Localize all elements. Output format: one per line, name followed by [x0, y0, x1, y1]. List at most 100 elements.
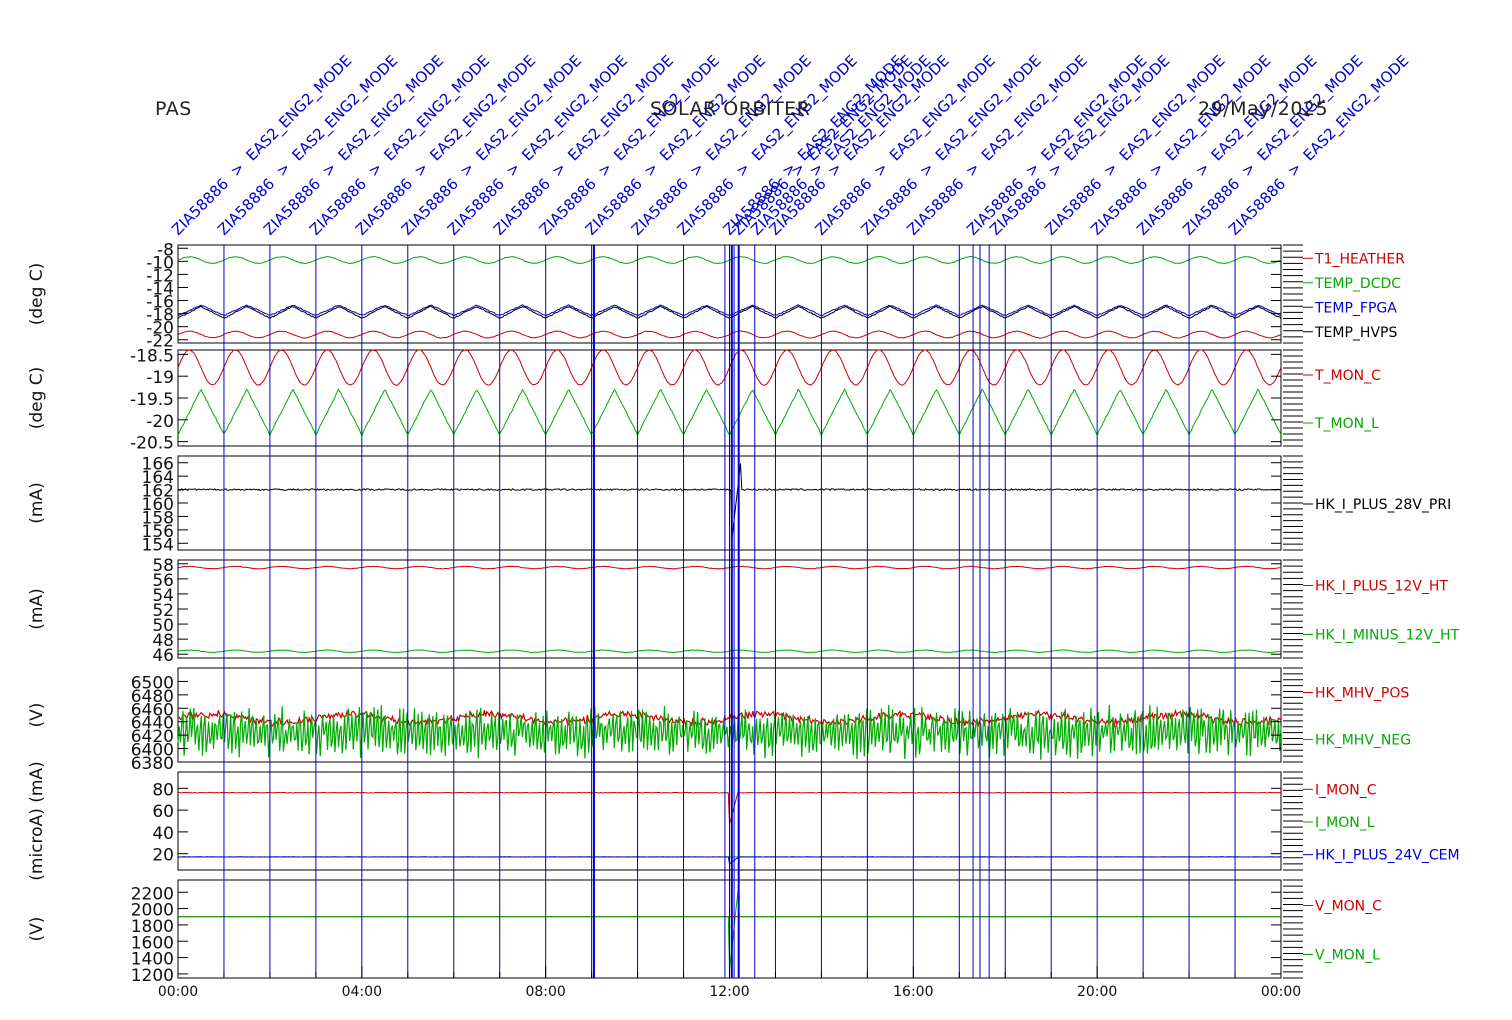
event-label-arrow: > — [1022, 159, 1044, 181]
y-tick-label: 56 — [152, 571, 174, 591]
y-axis-label: (V) — [27, 703, 47, 728]
y-axis-label: (V) — [27, 917, 47, 942]
y-tick-label: 40 — [152, 824, 174, 844]
y-tick-label: 52 — [152, 601, 174, 621]
y-tick-label: 158 — [142, 508, 174, 528]
y-tick-label: -20 — [146, 319, 174, 339]
y-tick-label: -22 — [146, 332, 174, 352]
legend-temp-fpga: TEMP_FPGA — [1314, 300, 1397, 316]
y-tick-label: 6460 — [131, 700, 174, 720]
event-label-arrow: > — [410, 159, 432, 181]
x-tick-label: 08:00 — [525, 984, 565, 1000]
legend-t-mon-l: T_MON_L — [1314, 416, 1379, 432]
y-tick-label: 54 — [152, 586, 174, 606]
event-label-arrow: > — [1192, 159, 1214, 181]
legend-hk-i-plus-12v-ht: HK_I_PLUS_12V_HT — [1315, 579, 1448, 595]
legend-temp-dcdc: TEMP_DCDC — [1314, 276, 1401, 292]
y-tick-label: 20 — [152, 846, 174, 866]
event-label-arrow: > — [686, 159, 708, 181]
mission-title: SOLAR ORBITER — [650, 98, 811, 120]
y-tick-label: -10 — [146, 253, 174, 273]
y-axis-label: (microA) (mA) — [27, 761, 47, 880]
y-tick-label: -12 — [146, 266, 174, 286]
y-axis-label: (deg C) — [27, 367, 47, 430]
y-tick-label: 6420 — [131, 727, 174, 747]
x-tick-label: 16:00 — [893, 984, 933, 1000]
legend-hk-i-plus-24v-cem: HK_I_PLUS_24V_CEM — [1315, 848, 1460, 864]
legend-v-mon-c: V_MON_C — [1315, 899, 1382, 915]
event-label-arrow: > — [273, 159, 295, 181]
legend-t1-heather: T1_HEATHER — [1314, 251, 1405, 267]
legend-hk-i-minus-12v-ht: HK_I_MINUS_12V_HT — [1315, 628, 1460, 644]
y-tick-label: -20.5 — [130, 434, 174, 454]
legend-hk-mhv-pos: HK_MHV_POS — [1315, 686, 1409, 702]
y-tick-label: 48 — [152, 631, 174, 651]
event-label-arrow: > — [1238, 159, 1260, 181]
x-tick-label: 00:00 — [158, 984, 198, 1000]
event-label-arrow: > — [732, 159, 754, 181]
y-tick-label: 58 — [152, 556, 174, 576]
y-axis-label: (deg C) — [27, 263, 47, 326]
y-tick-label: 1200 — [131, 966, 174, 986]
event-label-arrow: > — [548, 159, 570, 181]
y-tick-label: 2200 — [131, 884, 174, 904]
y-tick-label: 2000 — [131, 901, 174, 921]
event-label-arrow: > — [456, 159, 478, 181]
event-label-arrow: > — [227, 159, 249, 181]
event-label-arrow: > — [824, 159, 846, 181]
legend-hk-mhv-neg: HK_MHV_NEG — [1315, 733, 1411, 749]
y-tick-label: 160 — [142, 495, 174, 515]
y-tick-label: 6400 — [131, 741, 174, 761]
legend-i-mon-l: I_MON_L — [1315, 815, 1375, 831]
event-label-arrow: > — [870, 159, 892, 181]
x-tick-label: 12:00 — [709, 984, 749, 1000]
y-tick-label: 6480 — [131, 687, 174, 707]
event-label-arrow: > — [594, 159, 616, 181]
y-tick-label: -18 — [146, 306, 174, 326]
instrument-title: PAS — [155, 98, 192, 120]
y-tick-label: 156 — [142, 522, 174, 542]
y-tick-label: 1800 — [131, 917, 174, 937]
y-tick-label: -19 — [146, 368, 174, 388]
date-title: 29/May/2025 — [1198, 98, 1329, 120]
legend-i-mon-c: I_MON_C — [1315, 782, 1377, 798]
legend-v-mon-l: V_MON_L — [1315, 948, 1380, 964]
event-label-arrow: > — [1100, 159, 1122, 181]
event-label-arrow: > — [1284, 159, 1306, 181]
x-tick-label: 20:00 — [1077, 984, 1117, 1000]
y-tick-label: -16 — [146, 293, 174, 313]
event-label-arrow: > — [502, 159, 524, 181]
y-tick-label: -19.5 — [130, 390, 174, 410]
y-tick-label: 6500 — [131, 673, 174, 693]
x-tick-label: 00:00 — [1261, 984, 1301, 1000]
y-tick-label: 46 — [152, 646, 174, 666]
legend-temp-hvps: TEMP_HVPS — [1314, 325, 1397, 341]
event-label-arrow: > — [916, 159, 938, 181]
event-label-arrow: > — [1146, 159, 1168, 181]
event-label-arrow: > — [640, 159, 662, 181]
y-tick-label: -14 — [146, 279, 174, 299]
x-tick-label: 04:00 — [342, 984, 382, 1000]
legend-t-mon-c: T_MON_C — [1314, 368, 1381, 384]
event-markers — [223, 245, 1236, 978]
y-tick-label: 166 — [142, 455, 174, 475]
y-axis-label: (mA) — [27, 482, 47, 523]
y-axis-label: (mA) — [27, 588, 47, 629]
y-tick-label: 50 — [152, 616, 174, 636]
event-label: ZIA58886>EAS2_ENG2_MODE — [1133, 52, 1321, 240]
y-tick-label: -18.5 — [130, 346, 174, 366]
y-tick-label: -8 — [157, 240, 174, 260]
event-label-arrow: > — [962, 159, 984, 181]
event-label-arrow: > — [364, 159, 386, 181]
y-tick-label: 154 — [142, 535, 174, 555]
y-tick-label: 162 — [142, 482, 174, 502]
y-tick-label: 6380 — [131, 754, 174, 774]
y-tick-label: 6440 — [131, 714, 174, 734]
y-tick-label: -20 — [146, 412, 174, 432]
axes: -8-10-12-14-16-18-20-22(deg C)-18.5-19-1… — [27, 240, 1303, 1000]
legend-hk-i-plus-28v-pri: HK_I_PLUS_28V_PRI — [1315, 497, 1451, 513]
y-tick-label: 80 — [152, 780, 174, 800]
y-tick-label: 1400 — [131, 950, 174, 970]
event-label-arrow: > — [318, 159, 340, 181]
